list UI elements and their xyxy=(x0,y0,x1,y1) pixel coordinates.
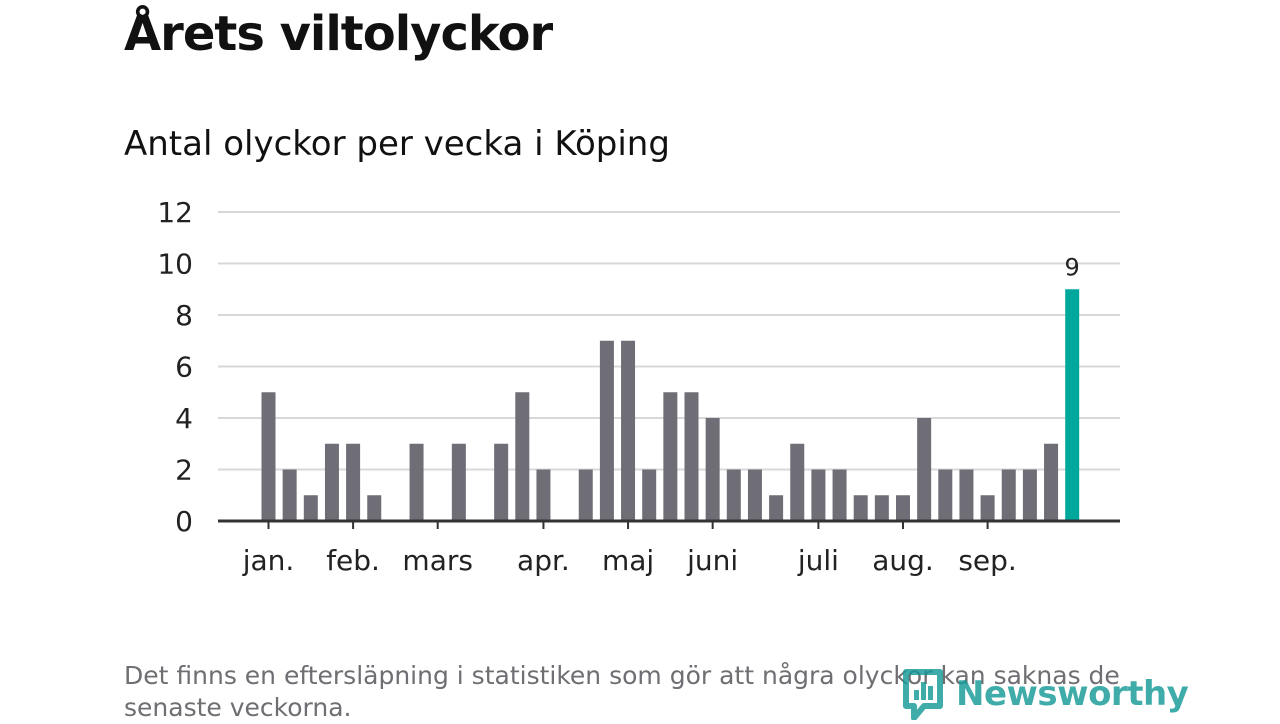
bar xyxy=(917,418,932,521)
bar xyxy=(959,469,974,521)
y-tick-label: 8 xyxy=(175,299,193,332)
bar xyxy=(853,495,868,521)
y-tick-label: 10 xyxy=(157,248,193,281)
bar xyxy=(303,495,318,521)
bar xyxy=(282,469,297,521)
bar xyxy=(684,392,699,521)
bar xyxy=(663,392,678,521)
x-tick-label: aug. xyxy=(872,544,934,577)
weekly-accidents-bar-chart: 0 2 4 6 8 10 12 9 jan. feb. mars apr. maj juni juli aug… xyxy=(157,196,1120,577)
x-tick-label: mars xyxy=(402,544,473,577)
bar xyxy=(261,392,276,521)
data-label: 9 xyxy=(1065,253,1080,281)
page-title: Årets viltolyckor xyxy=(124,6,553,62)
bar xyxy=(1044,443,1059,521)
bar-chart-speech-bubble-icon xyxy=(903,669,943,720)
bar xyxy=(367,495,382,521)
x-tick-label: juli xyxy=(797,544,839,577)
y-tick-label: 2 xyxy=(175,454,193,487)
y-tick-label: 0 xyxy=(175,505,193,538)
bar xyxy=(621,340,636,521)
bar xyxy=(324,443,339,521)
bar xyxy=(769,495,784,521)
x-tick-label: apr. xyxy=(517,544,570,577)
y-tick-label: 12 xyxy=(157,196,193,229)
bar xyxy=(980,495,995,521)
x-tick-label: feb. xyxy=(326,544,380,577)
bar xyxy=(705,418,720,521)
bar xyxy=(346,443,361,521)
bar xyxy=(578,469,593,521)
x-tick-label: maj xyxy=(602,544,654,577)
bar xyxy=(494,443,509,521)
bar xyxy=(874,495,889,521)
bar xyxy=(790,443,805,521)
x-tick-label: sep. xyxy=(958,544,1017,577)
bar xyxy=(1022,469,1037,521)
y-tick-label: 4 xyxy=(175,402,193,435)
x-tick-label: jan. xyxy=(242,544,295,577)
bar xyxy=(409,443,424,521)
bar xyxy=(832,469,847,521)
bar xyxy=(747,469,762,521)
footnote: Det finns en eftersläpning i statistiken… xyxy=(124,661,1120,722)
bar xyxy=(811,469,826,521)
y-tick-label: 6 xyxy=(175,351,193,384)
bar xyxy=(536,469,551,521)
highlight-bar xyxy=(1065,289,1080,521)
x-tick-label: juni xyxy=(686,544,738,577)
bar xyxy=(726,469,741,521)
chart-subtitle: Antal olyckor per vecka i Köping xyxy=(124,124,670,164)
bar xyxy=(896,495,910,521)
bar xyxy=(451,443,466,521)
bar xyxy=(938,469,953,521)
bar xyxy=(642,469,657,521)
bar xyxy=(599,340,614,521)
bar xyxy=(1001,469,1016,521)
brand-name: Newsworthy xyxy=(956,674,1189,714)
newsworthy-logo: Newsworthy xyxy=(902,668,1189,720)
bar xyxy=(515,392,530,521)
